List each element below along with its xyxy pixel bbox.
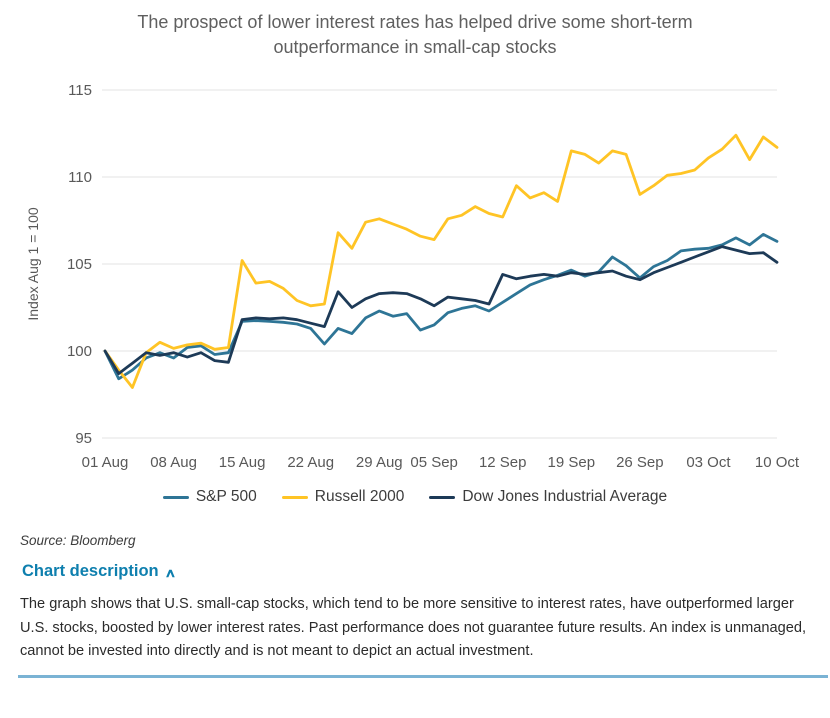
legend-item: Dow Jones Industrial Average [429,488,667,506]
legend-swatch [429,495,456,500]
legend-label: Russell 2000 [314,488,405,506]
x-tick-label: 29 Aug [356,454,403,471]
chart-description-text: The graph shows that U.S. small-cap stoc… [20,596,807,660]
x-tick-label: 10 Oct [755,454,800,471]
series-line-s-p-500 [103,233,779,381]
y-tick-label: 100 [67,343,92,360]
line-chart: 95 100 105 110 115 01 Aug 08 Aug 15 Aug 22 Aug 29… [25,82,800,471]
legend-item: S&P 500 [162,488,257,506]
y-tick-label: 95 [75,430,92,447]
chevron-up-icon: ∧ [164,565,176,580]
source-text: Source: Bloomberg [20,533,136,549]
chart-legend: S&P 500 Russell 2000 Dow Jones Industrial … [0,485,830,509]
y-tick-label: 105 [67,256,92,273]
x-tick-label: 22 Aug [287,454,334,471]
legend-item: Russell 2000 [281,488,405,506]
chart-title: The prospect of lower interest rates has… [137,12,693,58]
legend-label: S&P 500 [195,488,257,506]
legend-swatch [281,495,308,500]
chart-description-toggle[interactable]: Chart description ∧ [22,562,176,581]
chart-description-label: Chart description [22,562,159,581]
x-tick-label: 15 Aug [219,454,266,471]
x-tick-label: 19 Sep [548,454,596,471]
y-axis-title: Index Aug 1 = 100 [25,208,41,321]
y-tick-label: 115 [68,82,92,99]
y-tick-label: 110 [68,169,92,186]
x-tick-label: 03 Oct [686,454,731,471]
x-tick-label: 01 Aug [82,454,129,471]
bottom-divider [18,675,828,679]
x-tick-label: 05 Sep [410,454,458,471]
series-line-dow-jones-industrial-average [103,245,779,376]
legend-label: Dow Jones Industrial Average [462,488,668,506]
x-tick-label: 12 Sep [479,454,527,471]
series-line-russell-2000 [103,134,779,390]
legend-swatch [162,495,189,500]
x-tick-label: 08 Aug [150,454,197,471]
x-tick-label: 26 Sep [616,454,664,471]
